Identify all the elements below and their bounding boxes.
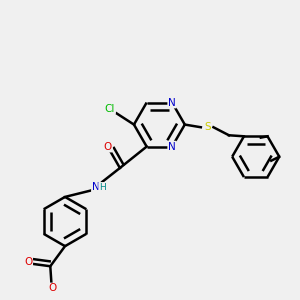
Text: N: N: [168, 98, 176, 107]
Text: O: O: [104, 142, 112, 152]
Text: S: S: [204, 122, 211, 132]
Text: O: O: [48, 284, 57, 293]
Text: Cl: Cl: [105, 103, 115, 113]
Text: O: O: [24, 257, 32, 267]
Text: N: N: [168, 142, 176, 152]
Text: N: N: [92, 182, 100, 192]
Text: H: H: [99, 183, 106, 192]
